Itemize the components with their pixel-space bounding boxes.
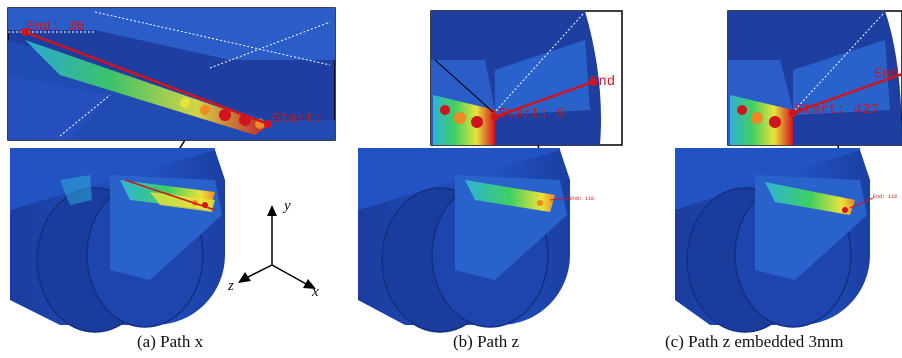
fea-figure-path-x: End: 36 Start: y x [7, 7, 336, 333]
path-line [792, 72, 902, 115]
start-label: Start: [272, 111, 322, 127]
end-label: End: 36 [26, 19, 85, 35]
axis-z-label: z [227, 278, 234, 294]
caption-a: (a) Path x [137, 332, 204, 351]
start-label: Start: 427 [795, 102, 879, 118]
path-line [494, 80, 594, 119]
zoom-inset: End Start: 9 [430, 10, 623, 146]
panel-path-z: End Start: 9 End: 118 (b) Path z [345, 0, 645, 358]
axis-x-label: x [311, 284, 319, 300]
end-label: End [590, 74, 615, 90]
axis-y-label: y [282, 198, 291, 214]
zoom-inset: End: 36 Start: [7, 7, 336, 141]
end-label: End [874, 66, 899, 82]
small-end-label: End: 118 [873, 194, 897, 200]
panel-path-z-embedded: End Start: 427 End: 118 (c) Path z embed… [645, 0, 902, 358]
caption-c: (c) Path z embedded 3mm [665, 332, 844, 351]
hotspot-dots [180, 98, 265, 129]
fea-figure-path-z-embedded: End Start: 427 End: 118 [675, 10, 902, 333]
panel-path-x: End: 36 Start: y x [0, 0, 345, 358]
small-end-label: End: 118 [570, 196, 594, 202]
path-line [24, 30, 269, 126]
axis-triad: y x z [227, 198, 319, 300]
caption-b: (b) Path z [453, 332, 520, 351]
cylinder-model: End: 118 [675, 148, 897, 333]
fea-figure-path-z: End Start: 9 End: 118 [358, 10, 623, 333]
start-label: Start: 9 [498, 106, 565, 122]
cylinder-model: End: 118 [358, 148, 594, 333]
cylinder-model [10, 148, 225, 333]
zoom-inset: End Start: 427 [727, 10, 902, 146]
